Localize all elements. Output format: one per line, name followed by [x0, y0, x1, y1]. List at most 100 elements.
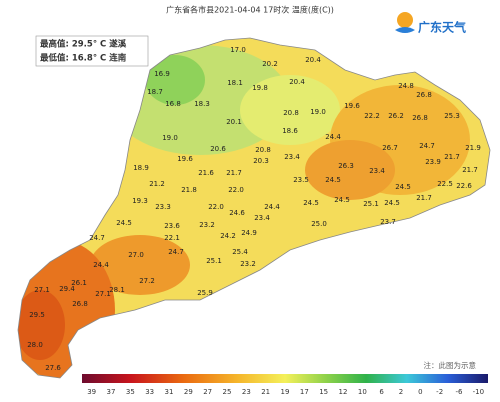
station-value: 23.9: [425, 158, 441, 166]
station-value: 19.0: [310, 108, 326, 116]
station-value: 21.6: [198, 169, 214, 177]
station-value: 19.6: [177, 155, 193, 163]
station-value: 20.2: [262, 60, 278, 68]
legend-label: 19: [281, 388, 290, 396]
station-value: 22.6: [456, 182, 472, 190]
station-value: 23.6: [164, 222, 180, 230]
station-value: 25.3: [444, 112, 460, 120]
station-value: 21.9: [465, 144, 481, 152]
legend-label: 10: [358, 388, 367, 396]
station-value: 24.7: [89, 234, 105, 242]
station-value: 24.5: [334, 196, 350, 204]
station-value: 21.7: [444, 153, 460, 161]
station-value: 27.1: [34, 286, 50, 294]
max-value: 最高值: 29.5° C 遂溪: [40, 39, 127, 50]
station-value: 20.8: [255, 146, 271, 154]
legend-label: 31: [165, 388, 174, 396]
province-border: [17, 37, 491, 379]
station-value: 23.3: [155, 203, 171, 211]
legend-label: -2: [436, 388, 443, 396]
station-value: 26.8: [416, 91, 432, 99]
station-value: 18.3: [194, 100, 210, 108]
station-value: 19.8: [252, 84, 268, 92]
legend-label: 12: [339, 388, 348, 396]
station-value: 19.0: [162, 134, 178, 142]
station-value: 23.4: [254, 214, 270, 222]
station-value: 17.0: [230, 46, 246, 54]
station-value: 22.0: [208, 203, 224, 211]
station-value: 24.6: [229, 209, 245, 217]
station-value: 20.6: [210, 145, 226, 153]
legend-label: 17: [300, 388, 309, 396]
station-value: 21.7: [226, 169, 242, 177]
summary-box: [35, 35, 149, 67]
legend-label: -6: [456, 388, 464, 396]
station-value: 22.0: [228, 186, 244, 194]
station-value: 23.7: [380, 218, 396, 226]
station-value: 27.0: [128, 251, 144, 259]
station-value: 24.9: [241, 229, 257, 237]
station-value: 20.4: [289, 78, 305, 86]
station-value: 26.3: [338, 162, 354, 170]
station-value: 28.1: [109, 286, 125, 294]
station-value: 25.9: [197, 289, 213, 297]
station-value: 26.1: [71, 279, 87, 287]
logo-wave: [395, 27, 415, 33]
station-value: 21.2: [149, 180, 165, 188]
legend-label: 35: [126, 388, 135, 396]
station-value: 20.4: [305, 56, 321, 64]
station-value: 26.2: [388, 112, 404, 120]
station-value: 22.5: [437, 180, 453, 188]
min-value: 最低值: 16.8° C 连南: [40, 53, 127, 64]
station-value: 27.6: [45, 364, 61, 372]
station-value: 24.5: [395, 183, 411, 191]
legend-label: 21: [261, 388, 270, 396]
station-value: 25.4: [232, 248, 248, 256]
legend-label: 39: [87, 388, 96, 396]
station-value: 24.7: [419, 142, 435, 150]
station-value: 18.1: [227, 79, 243, 87]
legend-label: 15: [319, 388, 328, 396]
station-value: 25.0: [311, 220, 327, 228]
legend-bar: [82, 374, 488, 383]
station-value: 23.4: [369, 167, 385, 175]
station-value: 24.4: [264, 203, 280, 211]
station-value: 24.5: [384, 199, 400, 207]
station-value: 26.8: [412, 114, 428, 122]
legend-label: 29: [184, 388, 193, 396]
station-value: 19.6: [344, 102, 360, 110]
note: 注：此图为示意: [424, 360, 477, 370]
station-value: 28.0: [27, 341, 43, 349]
legend-label: -10: [473, 388, 484, 396]
station-value: 24.4: [93, 261, 109, 269]
station-value: 20.3: [253, 157, 269, 165]
legend-label: 25: [223, 388, 232, 396]
station-value: 23.2: [240, 260, 256, 268]
station-value: 18.7: [147, 88, 163, 96]
station-value: 24.5: [116, 219, 132, 227]
station-value: 22.1: [164, 234, 180, 242]
station-value: 23.4: [284, 153, 300, 161]
station-value: 24.5: [303, 199, 319, 207]
station-value: 18.6: [282, 127, 298, 135]
station-value: 16.8: [165, 100, 181, 108]
legend-label: 37: [107, 388, 116, 396]
station-value: 24.5: [325, 176, 341, 184]
station-value: 25.1: [206, 257, 222, 265]
legend-label: 0: [418, 388, 422, 396]
station-value: 20.1: [226, 118, 242, 126]
station-value: 23.5: [293, 176, 309, 184]
legend-label: 23: [242, 388, 251, 396]
station-value: 29.5: [29, 311, 45, 319]
station-value: 18.9: [133, 164, 149, 172]
station-value: 21.7: [416, 194, 432, 202]
station-value: 27.1: [95, 290, 111, 298]
legend-label: 27: [203, 388, 212, 396]
station-value: 26.8: [72, 300, 88, 308]
station-value: 27.2: [139, 277, 155, 285]
station-value: 22.2: [364, 112, 380, 120]
station-value: 20.8: [283, 109, 299, 117]
station-value: 25.1: [363, 200, 379, 208]
station-value: 21.7: [462, 166, 478, 174]
brand: 广东天气: [418, 20, 466, 35]
